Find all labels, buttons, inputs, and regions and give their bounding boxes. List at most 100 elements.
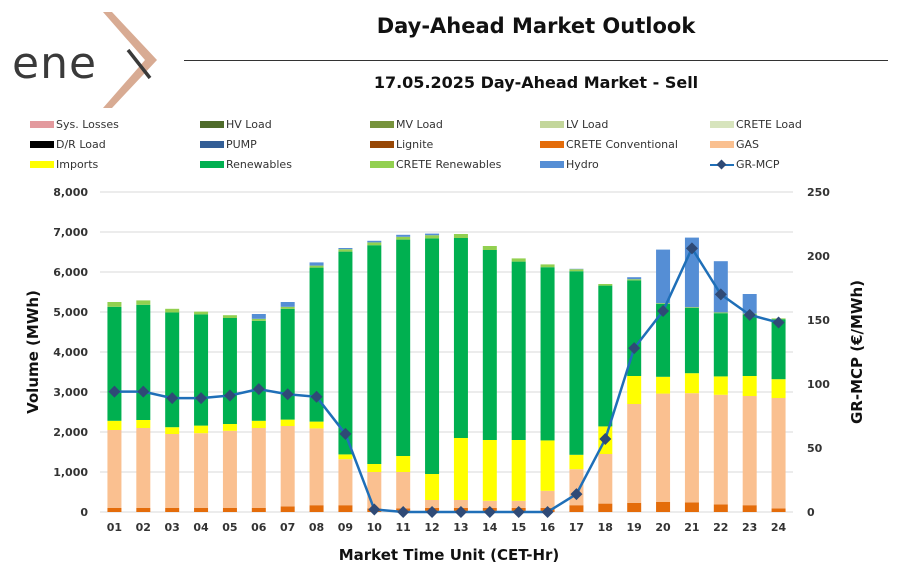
bar-segment (482, 246, 497, 250)
bar-segment (713, 313, 728, 377)
bar-segment (280, 426, 295, 507)
legend-swatch (30, 121, 54, 128)
bar-segment (251, 420, 266, 428)
gr-mcp-marker (368, 503, 381, 516)
bar-segment (338, 459, 353, 506)
bar-segment (482, 500, 497, 508)
bar-segment (771, 398, 786, 509)
bar-segment (309, 265, 324, 268)
bar-segment (569, 271, 584, 455)
gr-mcp-marker (137, 385, 150, 398)
bar-segment (656, 376, 671, 394)
legend-swatch (710, 141, 734, 148)
x-tick-label: 15 (511, 521, 526, 534)
gr-mcp-marker (195, 392, 208, 405)
legend-item: CRETE Load (710, 118, 802, 131)
x-tick-label: 21 (684, 521, 699, 534)
bar-segment (194, 433, 209, 508)
bar-segment (251, 314, 266, 319)
legend-swatch (370, 141, 394, 148)
legend-item: MV Load (370, 118, 443, 131)
gr-mcp-marker (454, 506, 467, 518)
x-tick-label: 19 (627, 521, 642, 534)
legend-swatch (200, 141, 224, 148)
bar-segment (511, 500, 526, 508)
bar-segment (511, 258, 526, 262)
legend-item: LV Load (540, 118, 608, 131)
bar-segment (338, 251, 353, 455)
legend-item: GAS (710, 138, 759, 151)
bar-segment (540, 490, 555, 508)
legend-swatch (370, 121, 394, 128)
bar-segment (251, 320, 266, 421)
legend-swatch (30, 161, 54, 168)
bar-segment (425, 238, 440, 474)
bar-segment (482, 440, 497, 501)
y-tick-label: 6,000 (53, 266, 88, 279)
page-title: Day-Ahead Market Outlook (376, 14, 696, 38)
bar-segment (771, 319, 786, 380)
y-axis-title: Volume (MWh) (24, 290, 42, 414)
bar-segment (396, 234, 411, 237)
bar-segment (771, 508, 786, 512)
legend-swatch (200, 121, 224, 128)
legend-item: CRETE Conventional (540, 138, 678, 151)
bar-segment (222, 430, 237, 508)
bar-segment (627, 279, 642, 281)
y-tick-label: 4,000 (53, 346, 88, 359)
bar-segment (107, 306, 122, 421)
gr-mcp-marker (570, 488, 583, 501)
y2-axis-title: GR-MCP (€/MWh) (848, 280, 866, 424)
bar-segment (713, 261, 728, 313)
bar-segment (453, 438, 468, 500)
bar-segment (309, 421, 324, 429)
legend-label: Hydro (566, 158, 599, 171)
gr-mcp-marker (599, 433, 612, 446)
x-tick-label: 20 (655, 521, 671, 534)
x-tick-label: 23 (742, 521, 757, 534)
bar-segment (598, 503, 613, 512)
bar-segment (742, 314, 757, 376)
bar-segment (367, 242, 382, 246)
legend-label: CRETE Load (736, 118, 802, 131)
bar-segment (453, 500, 468, 508)
gr-mcp-marker (310, 390, 323, 403)
bar-segment (194, 314, 209, 426)
bar-segment (136, 300, 151, 305)
bar-segment (453, 238, 468, 438)
bar-segment (107, 302, 122, 307)
bar-segment (511, 261, 526, 440)
legend-item: GR-MCP (710, 158, 780, 171)
bar-segment (742, 376, 757, 396)
x-tick-label: 03 (165, 521, 180, 534)
legend-label: HV Load (226, 118, 272, 131)
chart-legend: Sys. Losses HV Load MV Load LV Load CRETE Lo… (30, 118, 890, 178)
bar-segment (771, 379, 786, 398)
bar-segment (280, 306, 295, 309)
bar-segment (684, 308, 699, 374)
x-tick-label: 16 (540, 521, 556, 534)
gr-mcp-marker (397, 506, 410, 518)
gr-mcp-marker (541, 506, 554, 518)
x-tick-label: 14 (482, 521, 498, 534)
bar-segment (309, 428, 324, 506)
x-tick-label: 02 (136, 521, 151, 534)
bar-segment (280, 308, 295, 420)
bar-segment (136, 508, 151, 512)
legend-item: Lignite (370, 138, 433, 151)
bar-segment (425, 500, 440, 508)
bar-segment (425, 235, 440, 239)
bar-segment (107, 508, 122, 512)
bar-segment (569, 454, 584, 470)
legend-label: Renewables (226, 158, 292, 171)
legend-swatch (540, 141, 564, 148)
bar-segment (251, 508, 266, 512)
bar-segment (713, 504, 728, 512)
bar-segment (309, 505, 324, 512)
bar-segment (165, 508, 180, 512)
bar-segment (338, 249, 353, 252)
legend-swatch (30, 141, 54, 148)
y-tick-label: 7,000 (53, 226, 88, 239)
bar-segment (222, 508, 237, 512)
y-tick-label: 3,000 (53, 386, 88, 399)
